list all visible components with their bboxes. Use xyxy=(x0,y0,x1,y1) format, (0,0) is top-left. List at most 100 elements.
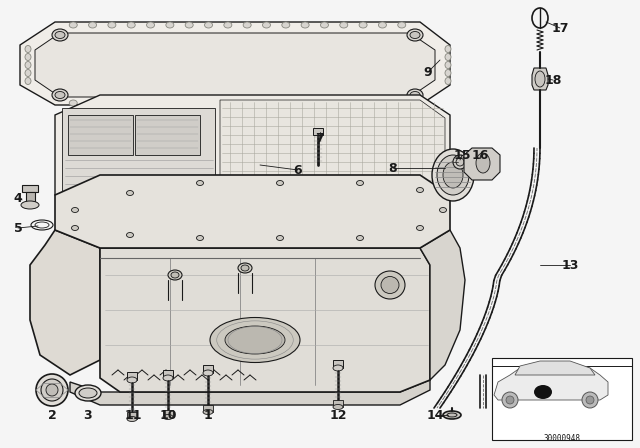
Ellipse shape xyxy=(356,181,364,185)
Ellipse shape xyxy=(440,207,447,212)
Ellipse shape xyxy=(378,100,387,106)
Ellipse shape xyxy=(410,31,420,39)
Ellipse shape xyxy=(301,22,309,28)
Ellipse shape xyxy=(147,100,154,106)
Ellipse shape xyxy=(36,374,68,406)
Polygon shape xyxy=(68,115,133,155)
Polygon shape xyxy=(127,372,137,380)
Ellipse shape xyxy=(168,270,182,280)
Ellipse shape xyxy=(333,405,343,409)
Ellipse shape xyxy=(502,392,518,408)
Polygon shape xyxy=(163,370,173,378)
Ellipse shape xyxy=(453,155,467,169)
Ellipse shape xyxy=(282,100,290,106)
Polygon shape xyxy=(127,412,137,419)
Ellipse shape xyxy=(506,396,514,404)
Ellipse shape xyxy=(378,22,387,28)
Ellipse shape xyxy=(410,91,420,99)
Polygon shape xyxy=(35,33,435,97)
Ellipse shape xyxy=(72,207,79,212)
Ellipse shape xyxy=(397,100,406,106)
Polygon shape xyxy=(100,248,430,392)
Ellipse shape xyxy=(25,61,31,69)
Ellipse shape xyxy=(25,53,31,60)
Polygon shape xyxy=(494,363,608,400)
Ellipse shape xyxy=(262,22,271,28)
Ellipse shape xyxy=(262,100,271,106)
Ellipse shape xyxy=(185,100,193,106)
Text: 6: 6 xyxy=(294,164,302,177)
Ellipse shape xyxy=(72,225,79,231)
Ellipse shape xyxy=(196,236,204,241)
Text: 1: 1 xyxy=(204,409,212,422)
Ellipse shape xyxy=(75,385,101,401)
Ellipse shape xyxy=(321,22,328,28)
Text: 9: 9 xyxy=(424,65,432,78)
Ellipse shape xyxy=(340,22,348,28)
Ellipse shape xyxy=(534,385,552,399)
Ellipse shape xyxy=(25,69,31,77)
Ellipse shape xyxy=(282,22,290,28)
Ellipse shape xyxy=(432,149,474,201)
Ellipse shape xyxy=(443,411,461,419)
Ellipse shape xyxy=(79,388,97,398)
Polygon shape xyxy=(203,365,213,373)
Ellipse shape xyxy=(163,414,173,419)
Ellipse shape xyxy=(321,100,328,106)
Ellipse shape xyxy=(407,29,423,41)
Polygon shape xyxy=(313,128,323,135)
Text: 30000948: 30000948 xyxy=(543,434,580,443)
Text: 14: 14 xyxy=(426,409,444,422)
Text: 18: 18 xyxy=(544,73,562,86)
Ellipse shape xyxy=(55,31,65,39)
Text: 5: 5 xyxy=(13,221,22,234)
Ellipse shape xyxy=(171,272,179,278)
Ellipse shape xyxy=(375,271,405,299)
Ellipse shape xyxy=(445,78,451,85)
Ellipse shape xyxy=(196,181,204,185)
Ellipse shape xyxy=(108,22,116,28)
Ellipse shape xyxy=(25,46,31,52)
Ellipse shape xyxy=(69,22,77,28)
Ellipse shape xyxy=(127,190,134,195)
Text: 2: 2 xyxy=(47,409,56,422)
Ellipse shape xyxy=(456,158,464,166)
Ellipse shape xyxy=(397,22,406,28)
Polygon shape xyxy=(163,410,173,417)
Polygon shape xyxy=(20,22,450,105)
Ellipse shape xyxy=(41,379,63,401)
Ellipse shape xyxy=(163,375,173,381)
Ellipse shape xyxy=(445,69,451,77)
Ellipse shape xyxy=(224,100,232,106)
Ellipse shape xyxy=(147,22,154,28)
Ellipse shape xyxy=(127,233,134,237)
Text: 12: 12 xyxy=(329,409,347,422)
Ellipse shape xyxy=(52,29,68,41)
Polygon shape xyxy=(464,148,500,180)
Ellipse shape xyxy=(127,417,137,422)
Polygon shape xyxy=(30,230,100,375)
Ellipse shape xyxy=(185,22,193,28)
Ellipse shape xyxy=(301,100,309,106)
Ellipse shape xyxy=(205,22,212,28)
Ellipse shape xyxy=(166,100,174,106)
Polygon shape xyxy=(532,68,548,90)
Ellipse shape xyxy=(210,318,300,362)
Ellipse shape xyxy=(381,276,399,293)
Ellipse shape xyxy=(437,155,469,195)
Text: 7: 7 xyxy=(316,132,324,145)
Ellipse shape xyxy=(46,384,58,396)
Ellipse shape xyxy=(476,153,490,173)
Polygon shape xyxy=(220,100,445,205)
Ellipse shape xyxy=(166,22,174,28)
Ellipse shape xyxy=(356,236,364,241)
Polygon shape xyxy=(333,360,343,368)
Ellipse shape xyxy=(69,100,77,106)
Polygon shape xyxy=(515,361,595,375)
Text: 11: 11 xyxy=(124,409,141,422)
Ellipse shape xyxy=(243,22,251,28)
Ellipse shape xyxy=(340,100,348,106)
Ellipse shape xyxy=(333,365,343,371)
Ellipse shape xyxy=(55,91,65,99)
Ellipse shape xyxy=(243,100,251,106)
